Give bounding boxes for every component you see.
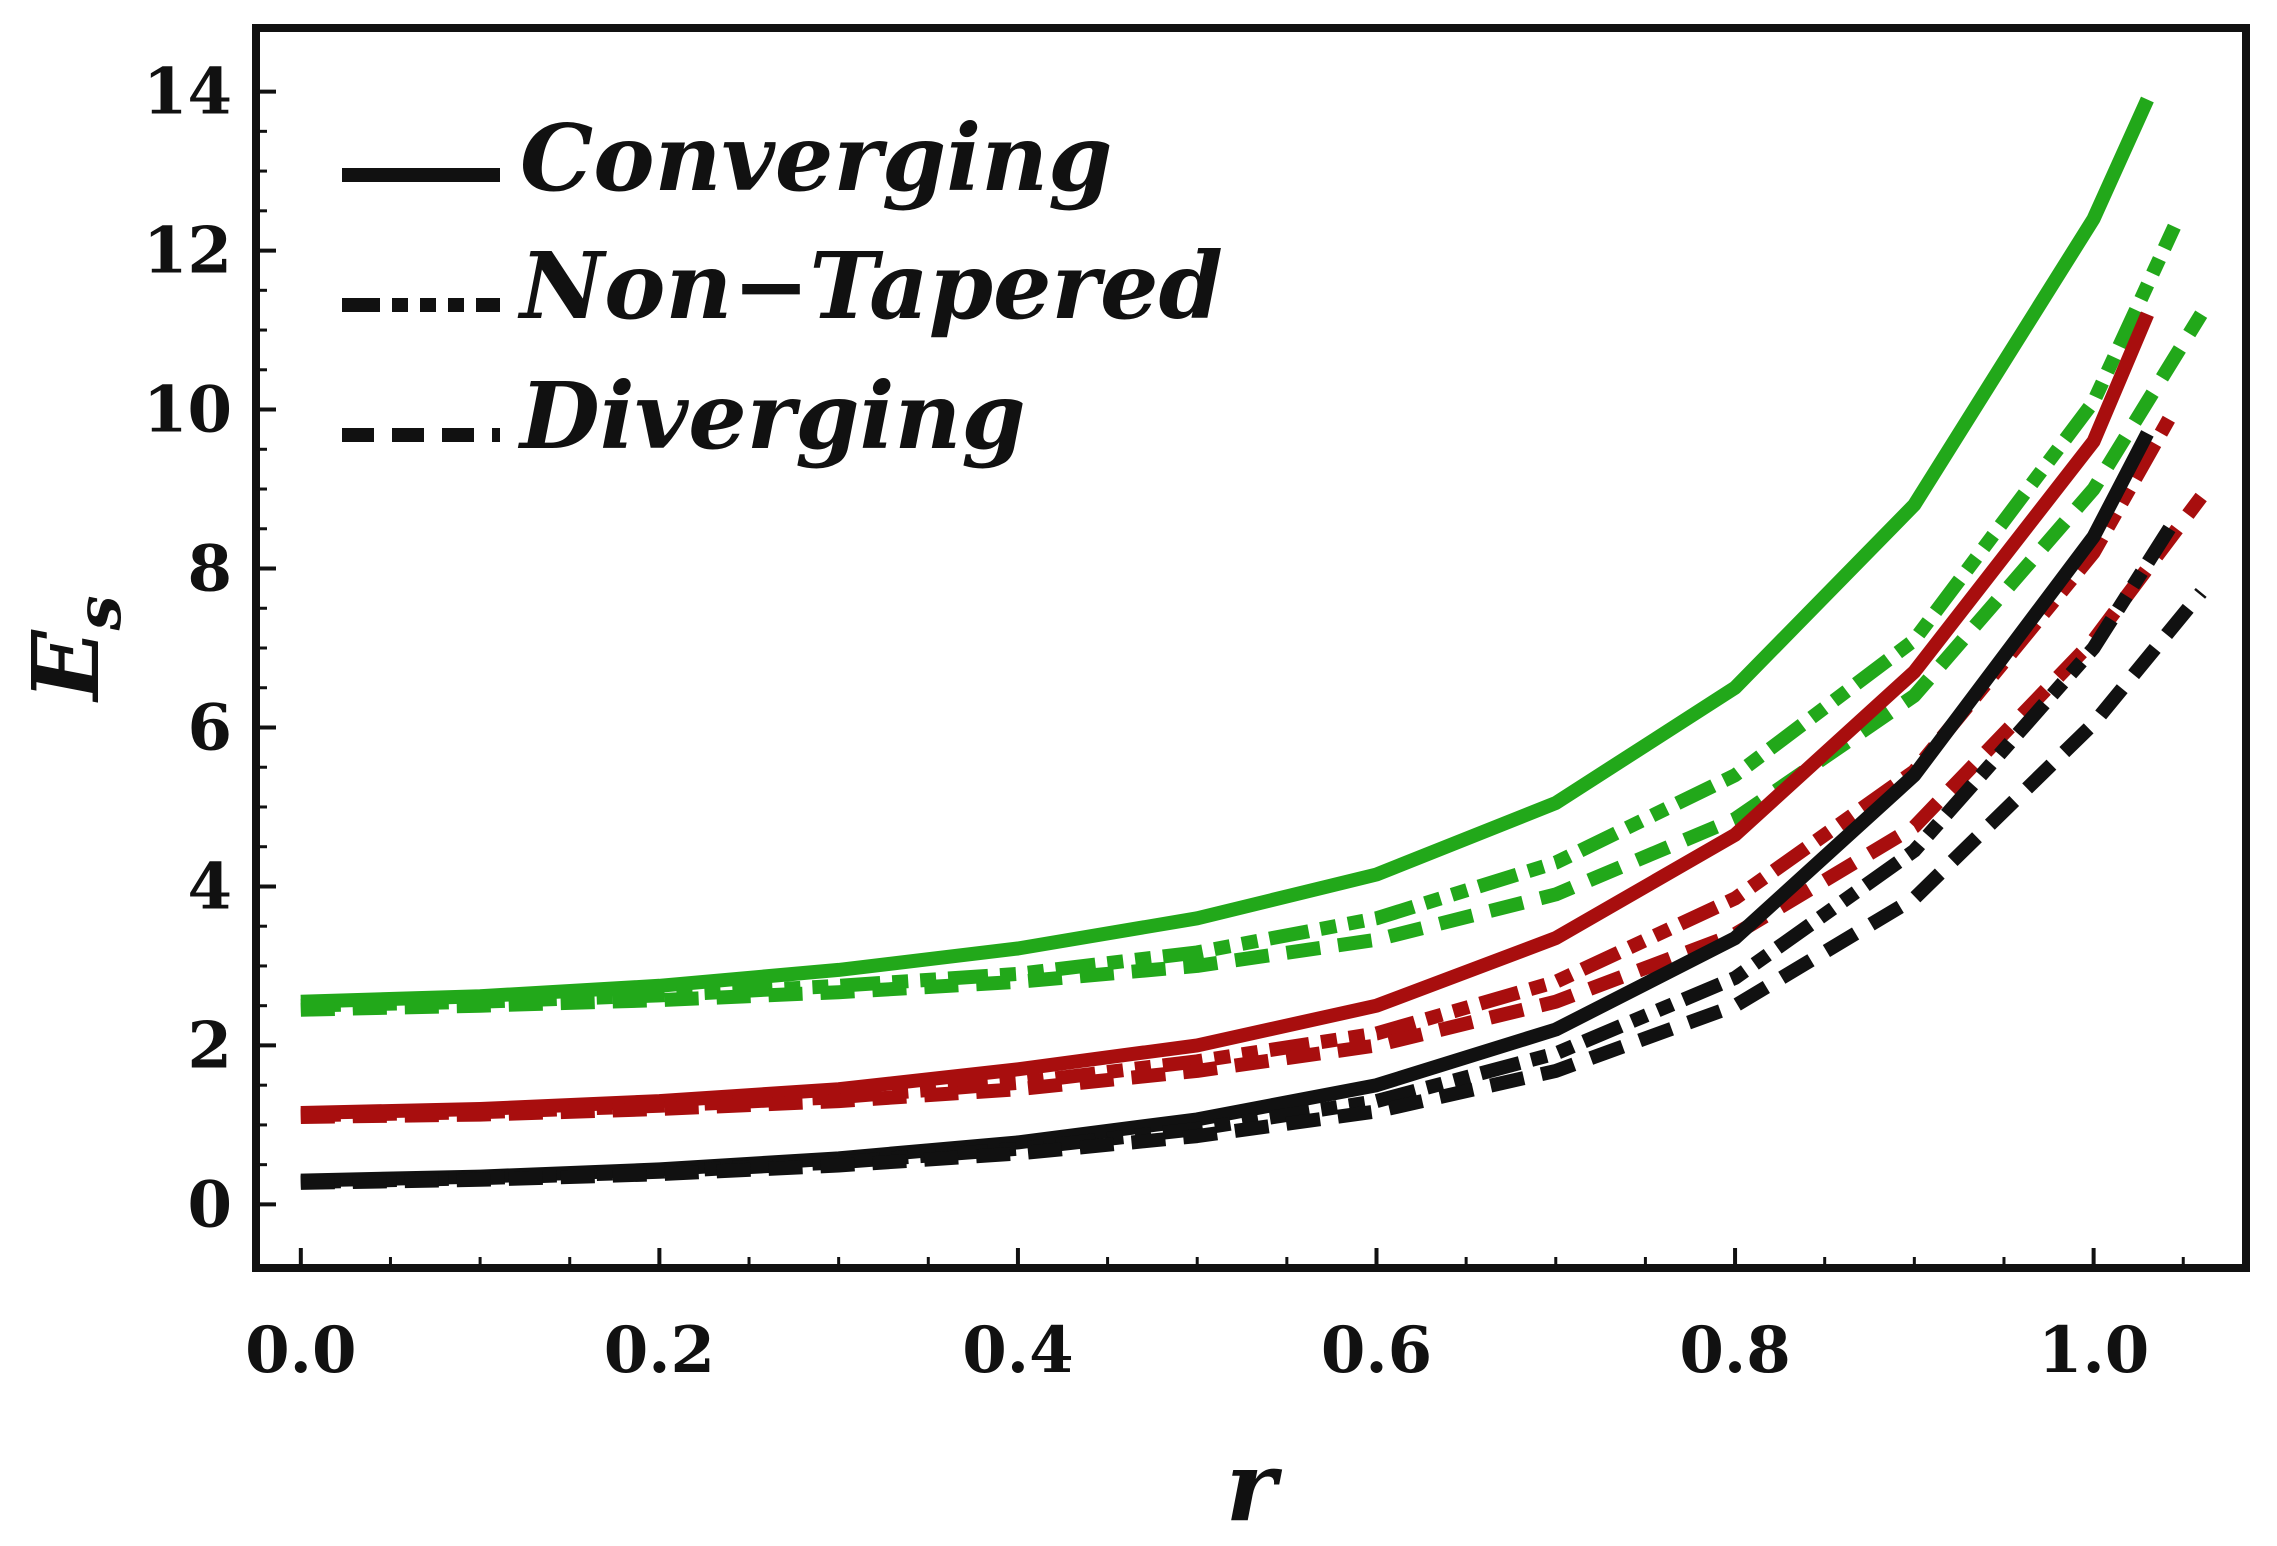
y-tick-label: 2	[187, 1008, 232, 1083]
x-tick-label: 0.8	[1679, 1313, 1790, 1388]
legend-label-diverging: Diverging	[517, 362, 1026, 470]
legend-label-converging: Converging	[520, 104, 1112, 212]
y-tick-label: 6	[187, 690, 232, 765]
x-tick-label: 1.0	[2038, 1313, 2149, 1388]
legend-label-non-tapered: Non−Tapered	[517, 232, 1223, 340]
y-tick-label: 4	[187, 849, 232, 924]
series-line-green-solid	[300, 96, 2154, 1009]
x-tick-label: 0.0	[245, 1313, 356, 1388]
y-tick-label: 12	[143, 214, 232, 289]
y-axis-label-main: E	[12, 629, 120, 704]
y-tick-label: 0	[187, 1167, 232, 1242]
x-tick-label: 0.2	[604, 1313, 715, 1388]
y-tick-label: 10	[143, 373, 232, 448]
series-layer	[300, 96, 2208, 1190]
legend: Converging Non−Tapered Diverging	[342, 104, 1223, 470]
ticks-layer	[256, 89, 2185, 1268]
x-tick-label: 0.6	[1321, 1313, 1432, 1388]
tick-labels-layer: 0.0 0.2 0.4 0.6 0.8 1.0 0 2 4 6 8 10 12 14	[143, 55, 2149, 1388]
series-line-black-dashed	[300, 587, 2207, 1190]
y-axis-label-subscript: s	[62, 595, 135, 631]
series-line-green-dashed	[300, 310, 2208, 1017]
x-tick-label: 0.4	[962, 1313, 1073, 1388]
y-tick-label: 8	[187, 532, 232, 607]
y-tick-label: 14	[143, 55, 232, 130]
series-line-red-dashed	[300, 492, 2207, 1124]
x-axis-label: r	[1226, 1430, 1283, 1543]
y-axis-label: Es	[12, 595, 135, 703]
